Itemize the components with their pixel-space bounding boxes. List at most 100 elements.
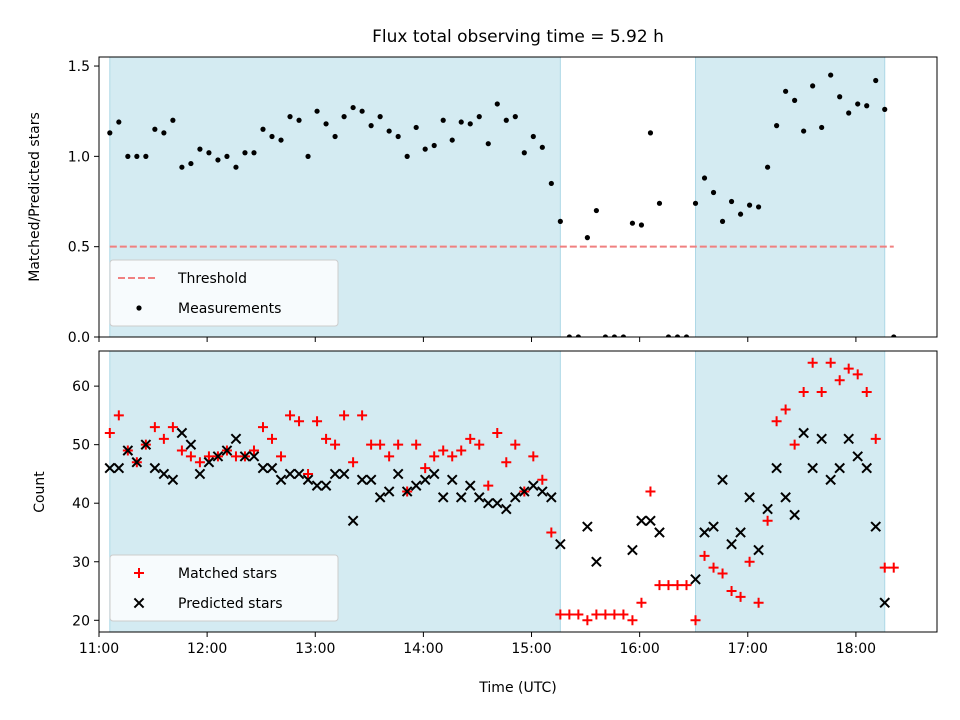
matched-star-point xyxy=(257,422,268,433)
predicted-star-point xyxy=(158,468,170,480)
predicted-star-point xyxy=(537,486,548,497)
predicted-star-point xyxy=(140,439,152,450)
measurement-point xyxy=(521,150,527,156)
predicted-star-point xyxy=(825,474,836,486)
x-axis-label: Time (UTC) xyxy=(478,680,556,696)
predicted-star-point xyxy=(122,445,134,456)
measurement-point xyxy=(530,133,536,140)
measurement-point xyxy=(485,141,491,147)
measurement-point xyxy=(837,94,843,100)
legend-box xyxy=(109,259,339,327)
measurement-point xyxy=(683,334,690,337)
measurement-point xyxy=(125,153,131,159)
predicted-star-point xyxy=(338,468,350,480)
matched-star-point xyxy=(447,451,458,462)
matched-star-point xyxy=(618,609,629,620)
predicted-star-point xyxy=(365,474,377,486)
matched-star-point xyxy=(843,363,854,374)
measurement-point xyxy=(494,101,500,107)
measurement-point xyxy=(251,150,257,156)
matched-star-point xyxy=(672,580,683,591)
measurement-point xyxy=(467,121,473,127)
matched-star-point xyxy=(303,468,314,479)
measurement-point xyxy=(242,150,248,156)
matched-star-point xyxy=(564,609,575,620)
measurement-point xyxy=(476,114,482,120)
predicted-star-point xyxy=(636,515,647,527)
x-tick-label: 17:00 xyxy=(728,641,768,657)
matched-star-point xyxy=(203,451,214,462)
measurement-point xyxy=(512,114,518,120)
measurement-point xyxy=(395,133,401,140)
matched-star-point xyxy=(420,463,431,474)
matched-star-point xyxy=(816,386,827,397)
ratio-panel: 0.0 0.5 1.0 1.5 Threshold Measurements xyxy=(68,56,938,346)
matched-star-point xyxy=(753,597,764,608)
measurement-point xyxy=(647,130,654,136)
measurement-point xyxy=(620,334,627,337)
measurement-point xyxy=(413,124,419,131)
matched-star-point xyxy=(357,410,368,421)
measurement-point xyxy=(458,119,464,125)
legend-box xyxy=(109,554,339,622)
y-tick-label: 0.0 xyxy=(68,330,90,346)
predicted-star-point xyxy=(735,527,746,538)
matched-star-point xyxy=(267,433,278,444)
measurement-point xyxy=(449,137,455,143)
predicted-star-point xyxy=(519,486,530,497)
predicted-star-point xyxy=(798,427,809,439)
matched-star-point xyxy=(681,580,692,591)
x-tick-label: 18:00 xyxy=(836,641,876,657)
matched-star-point xyxy=(627,615,638,626)
legend-label: Matched stars xyxy=(178,566,277,582)
measurement-point xyxy=(161,130,167,136)
predicted-star-point xyxy=(771,462,782,474)
measurement-point xyxy=(116,119,122,125)
measurement-point xyxy=(656,200,663,206)
measurement-point xyxy=(152,126,158,132)
x-tick-label: 16:00 xyxy=(619,641,659,657)
measurement-point xyxy=(701,175,708,181)
matched-star-point xyxy=(780,404,791,415)
matched-star-point xyxy=(230,451,241,462)
measurement-point xyxy=(503,117,509,123)
legend-label: Threshold xyxy=(177,271,247,287)
predicted-star-point xyxy=(383,486,395,497)
matched-star-point xyxy=(194,457,205,468)
measurement-point xyxy=(810,83,816,89)
x-tick-label: 14:00 xyxy=(403,641,443,657)
measurement-point xyxy=(377,114,383,120)
predicted-star-point xyxy=(392,468,404,480)
y-tick-label: 60 xyxy=(72,379,90,395)
measurement-point xyxy=(566,334,572,337)
measurement-point xyxy=(755,204,762,210)
predicted-star-point xyxy=(266,462,278,474)
predicted-star-point xyxy=(861,462,873,474)
predicted-star-point xyxy=(717,474,728,486)
y-tick-label: 30 xyxy=(72,555,90,571)
predicted-star-point xyxy=(302,474,314,486)
predicted-star-point xyxy=(464,480,476,491)
measurement-point xyxy=(728,198,735,205)
predicted-star-point xyxy=(500,503,512,515)
measurement-point xyxy=(134,153,140,159)
measurement-point xyxy=(305,153,311,159)
predicted-star-point xyxy=(185,439,197,450)
measurement-point xyxy=(792,97,798,103)
predicted-star-point xyxy=(293,468,305,480)
measurement-point xyxy=(548,180,554,187)
measurement-point xyxy=(323,121,329,127)
measurement-point xyxy=(314,108,320,114)
measurement-point xyxy=(737,211,744,217)
measurement-point xyxy=(431,142,437,149)
predicted-star-point xyxy=(104,462,116,474)
axes-frame xyxy=(98,56,938,338)
predicted-star-point xyxy=(356,474,368,486)
predicted-star-point xyxy=(546,492,557,503)
measurement-point xyxy=(332,133,338,140)
measurement-point xyxy=(783,88,789,94)
matched-star-point xyxy=(294,416,305,427)
matched-star-point xyxy=(465,433,476,444)
matched-star-point xyxy=(104,427,115,438)
matched-star-point xyxy=(879,562,890,573)
